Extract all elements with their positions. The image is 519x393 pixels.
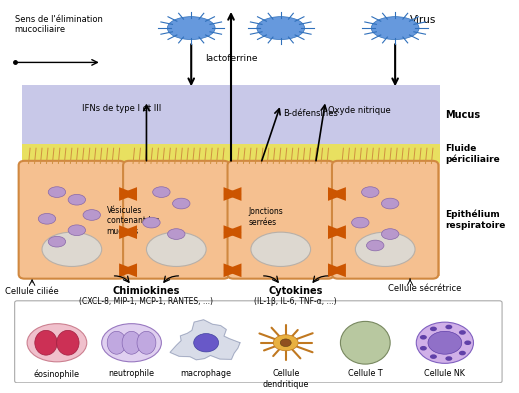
Text: Mucus: Mucus bbox=[445, 110, 480, 120]
Ellipse shape bbox=[430, 354, 437, 359]
FancyBboxPatch shape bbox=[22, 163, 440, 276]
Polygon shape bbox=[224, 187, 241, 201]
Ellipse shape bbox=[27, 324, 87, 362]
Ellipse shape bbox=[420, 346, 427, 351]
Text: Cellule
dendritique: Cellule dendritique bbox=[263, 369, 309, 389]
Text: (IL-1β, IL-6, TNF-α, ...): (IL-1β, IL-6, TNF-α, ...) bbox=[254, 297, 337, 306]
FancyBboxPatch shape bbox=[15, 301, 502, 383]
Text: Vésicules
contenant les
mucines: Vésicules contenant les mucines bbox=[107, 206, 159, 235]
Polygon shape bbox=[170, 320, 240, 360]
Text: Jonctions
serrées: Jonctions serrées bbox=[249, 207, 283, 227]
Polygon shape bbox=[224, 225, 241, 239]
FancyBboxPatch shape bbox=[123, 161, 229, 279]
Text: Cellule ciliée: Cellule ciliée bbox=[5, 287, 59, 296]
Ellipse shape bbox=[280, 339, 291, 347]
Ellipse shape bbox=[366, 240, 384, 251]
Text: éosinophile: éosinophile bbox=[34, 369, 80, 379]
Ellipse shape bbox=[38, 213, 56, 224]
Ellipse shape bbox=[351, 217, 369, 228]
Polygon shape bbox=[328, 225, 346, 239]
Ellipse shape bbox=[340, 321, 390, 364]
Polygon shape bbox=[224, 263, 241, 277]
FancyBboxPatch shape bbox=[19, 161, 125, 279]
Polygon shape bbox=[328, 187, 346, 201]
Ellipse shape bbox=[459, 330, 466, 335]
Ellipse shape bbox=[356, 232, 415, 266]
Ellipse shape bbox=[251, 232, 310, 266]
Ellipse shape bbox=[362, 187, 379, 197]
Text: Virus: Virus bbox=[410, 15, 436, 26]
Polygon shape bbox=[119, 225, 137, 239]
Text: Cellule NK: Cellule NK bbox=[425, 369, 466, 378]
Ellipse shape bbox=[48, 236, 65, 247]
Text: Chimiokines: Chimiokines bbox=[113, 286, 180, 296]
Text: neutrophile: neutrophile bbox=[108, 369, 155, 378]
Text: lactoferrine: lactoferrine bbox=[205, 54, 257, 63]
Text: Cellule T: Cellule T bbox=[348, 369, 383, 378]
Polygon shape bbox=[224, 187, 241, 201]
Ellipse shape bbox=[459, 351, 466, 355]
Ellipse shape bbox=[257, 17, 305, 40]
Polygon shape bbox=[119, 225, 137, 239]
Text: Sens de l'élimination
mucociliaire: Sens de l'élimination mucociliaire bbox=[15, 15, 103, 34]
Ellipse shape bbox=[168, 229, 185, 239]
Text: macrophage: macrophage bbox=[181, 369, 231, 378]
Ellipse shape bbox=[428, 331, 462, 354]
Text: (CXCL-8, MIP-1, MCP-1, RANTES, ...): (CXCL-8, MIP-1, MCP-1, RANTES, ...) bbox=[79, 297, 213, 306]
Text: IFNs de type I et III: IFNs de type I et III bbox=[82, 104, 161, 113]
Text: Oxyde nitrique: Oxyde nitrique bbox=[328, 106, 391, 115]
Ellipse shape bbox=[371, 17, 419, 40]
Ellipse shape bbox=[381, 229, 399, 239]
Text: Cytokines: Cytokines bbox=[268, 286, 323, 296]
Polygon shape bbox=[119, 187, 137, 201]
Polygon shape bbox=[328, 263, 346, 277]
Ellipse shape bbox=[445, 356, 453, 361]
Text: Epithélium
respiratoire: Epithélium respiratoire bbox=[445, 210, 505, 230]
Ellipse shape bbox=[416, 322, 473, 364]
Polygon shape bbox=[119, 263, 137, 277]
Ellipse shape bbox=[445, 325, 453, 329]
Ellipse shape bbox=[143, 217, 160, 228]
Ellipse shape bbox=[167, 17, 215, 40]
FancyBboxPatch shape bbox=[332, 161, 439, 279]
Polygon shape bbox=[328, 263, 346, 277]
Ellipse shape bbox=[465, 340, 471, 345]
Ellipse shape bbox=[107, 331, 126, 354]
Ellipse shape bbox=[194, 334, 218, 352]
Ellipse shape bbox=[35, 331, 57, 355]
Ellipse shape bbox=[137, 331, 156, 354]
Polygon shape bbox=[119, 263, 137, 277]
Ellipse shape bbox=[430, 327, 437, 331]
Ellipse shape bbox=[122, 331, 141, 354]
FancyBboxPatch shape bbox=[227, 161, 334, 279]
Ellipse shape bbox=[102, 324, 161, 362]
FancyBboxPatch shape bbox=[22, 144, 440, 163]
Polygon shape bbox=[224, 263, 241, 277]
Text: Fluide
périciliaire: Fluide périciliaire bbox=[445, 144, 500, 164]
Ellipse shape bbox=[173, 198, 190, 209]
Ellipse shape bbox=[57, 331, 79, 355]
Polygon shape bbox=[224, 225, 241, 239]
Polygon shape bbox=[328, 225, 346, 239]
Ellipse shape bbox=[420, 335, 427, 340]
Ellipse shape bbox=[381, 198, 399, 209]
Text: B-défensines: B-défensines bbox=[283, 109, 338, 118]
Ellipse shape bbox=[274, 335, 298, 351]
Ellipse shape bbox=[146, 232, 206, 266]
Ellipse shape bbox=[153, 187, 170, 197]
Ellipse shape bbox=[68, 225, 86, 235]
Ellipse shape bbox=[68, 195, 86, 205]
Ellipse shape bbox=[42, 232, 102, 266]
Text: Cellule sécrétrice: Cellule sécrétrice bbox=[388, 284, 462, 293]
FancyBboxPatch shape bbox=[22, 85, 440, 144]
Polygon shape bbox=[119, 187, 137, 201]
Ellipse shape bbox=[48, 187, 65, 197]
Polygon shape bbox=[328, 187, 346, 201]
Ellipse shape bbox=[83, 209, 101, 220]
